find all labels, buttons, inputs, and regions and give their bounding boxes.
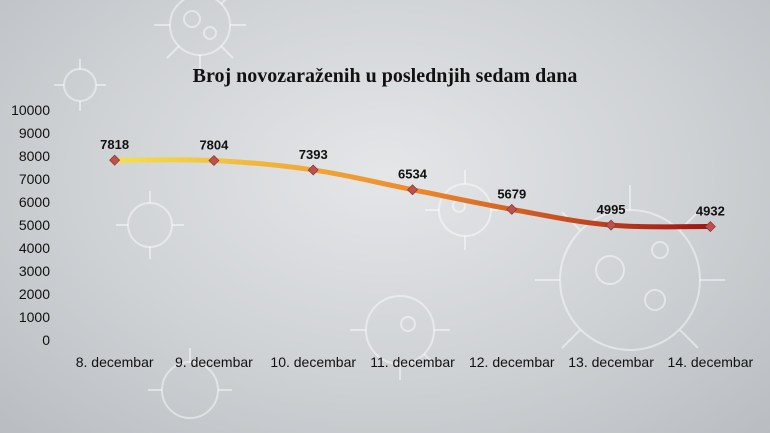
x-tick-label: 9. decembar (175, 354, 253, 370)
y-tick-label: 5000 (19, 217, 50, 233)
y-tick-label: 3000 (19, 263, 50, 279)
x-tick-label: 14. decembar (668, 354, 754, 370)
data-label: 7393 (299, 147, 328, 162)
data-point-marker (406, 184, 419, 196)
x-tick-label: 11. decembar (370, 354, 455, 370)
y-tick-label: 6000 (19, 194, 50, 210)
x-tick-label: 10. decembar (270, 354, 356, 370)
data-label: 6534 (398, 167, 428, 182)
x-tick-label: 12. decembar (469, 354, 555, 370)
chart-title: Broj novozaraženih u poslednjih sedam da… (193, 65, 578, 87)
y-tick-label: 0 (42, 332, 50, 348)
data-point-marker (506, 203, 518, 215)
y-tick-label: 1000 (19, 309, 50, 325)
data-label: 4995 (597, 202, 626, 217)
y-tick-label: 2000 (19, 286, 50, 302)
x-axis-tick-labels: 8. decembar 9. decembar 10. decembar 11. de… (76, 354, 754, 370)
data-point-marker (307, 164, 319, 176)
y-tick-label: 9000 (19, 125, 50, 141)
data-label: 5679 (497, 186, 526, 201)
data-point-marker (605, 219, 617, 231)
y-tick-label: 7000 (19, 171, 50, 187)
data-label: 7818 (100, 137, 129, 152)
data-point-marker (208, 154, 220, 167)
data-point-marker (704, 221, 716, 233)
data-label: 7804 (199, 138, 229, 153)
x-tick-label: 13. decembar (568, 354, 654, 370)
virus-background-decoration (54, 0, 725, 419)
y-axis-tick-labels: 0 1000 2000 3000 4000 5000 6000 7000 8000 9000 100… (11, 102, 50, 348)
y-tick-label: 10000 (11, 102, 50, 118)
y-tick-label: 8000 (19, 148, 50, 164)
data-point-marker (109, 154, 121, 166)
x-tick-label: 8. decembar (76, 354, 154, 370)
y-tick-label: 4000 (19, 240, 50, 256)
series-line-group: 7818 7804 7393 6534 5679 4995 4932 (100, 137, 725, 233)
data-label: 4932 (696, 204, 725, 219)
